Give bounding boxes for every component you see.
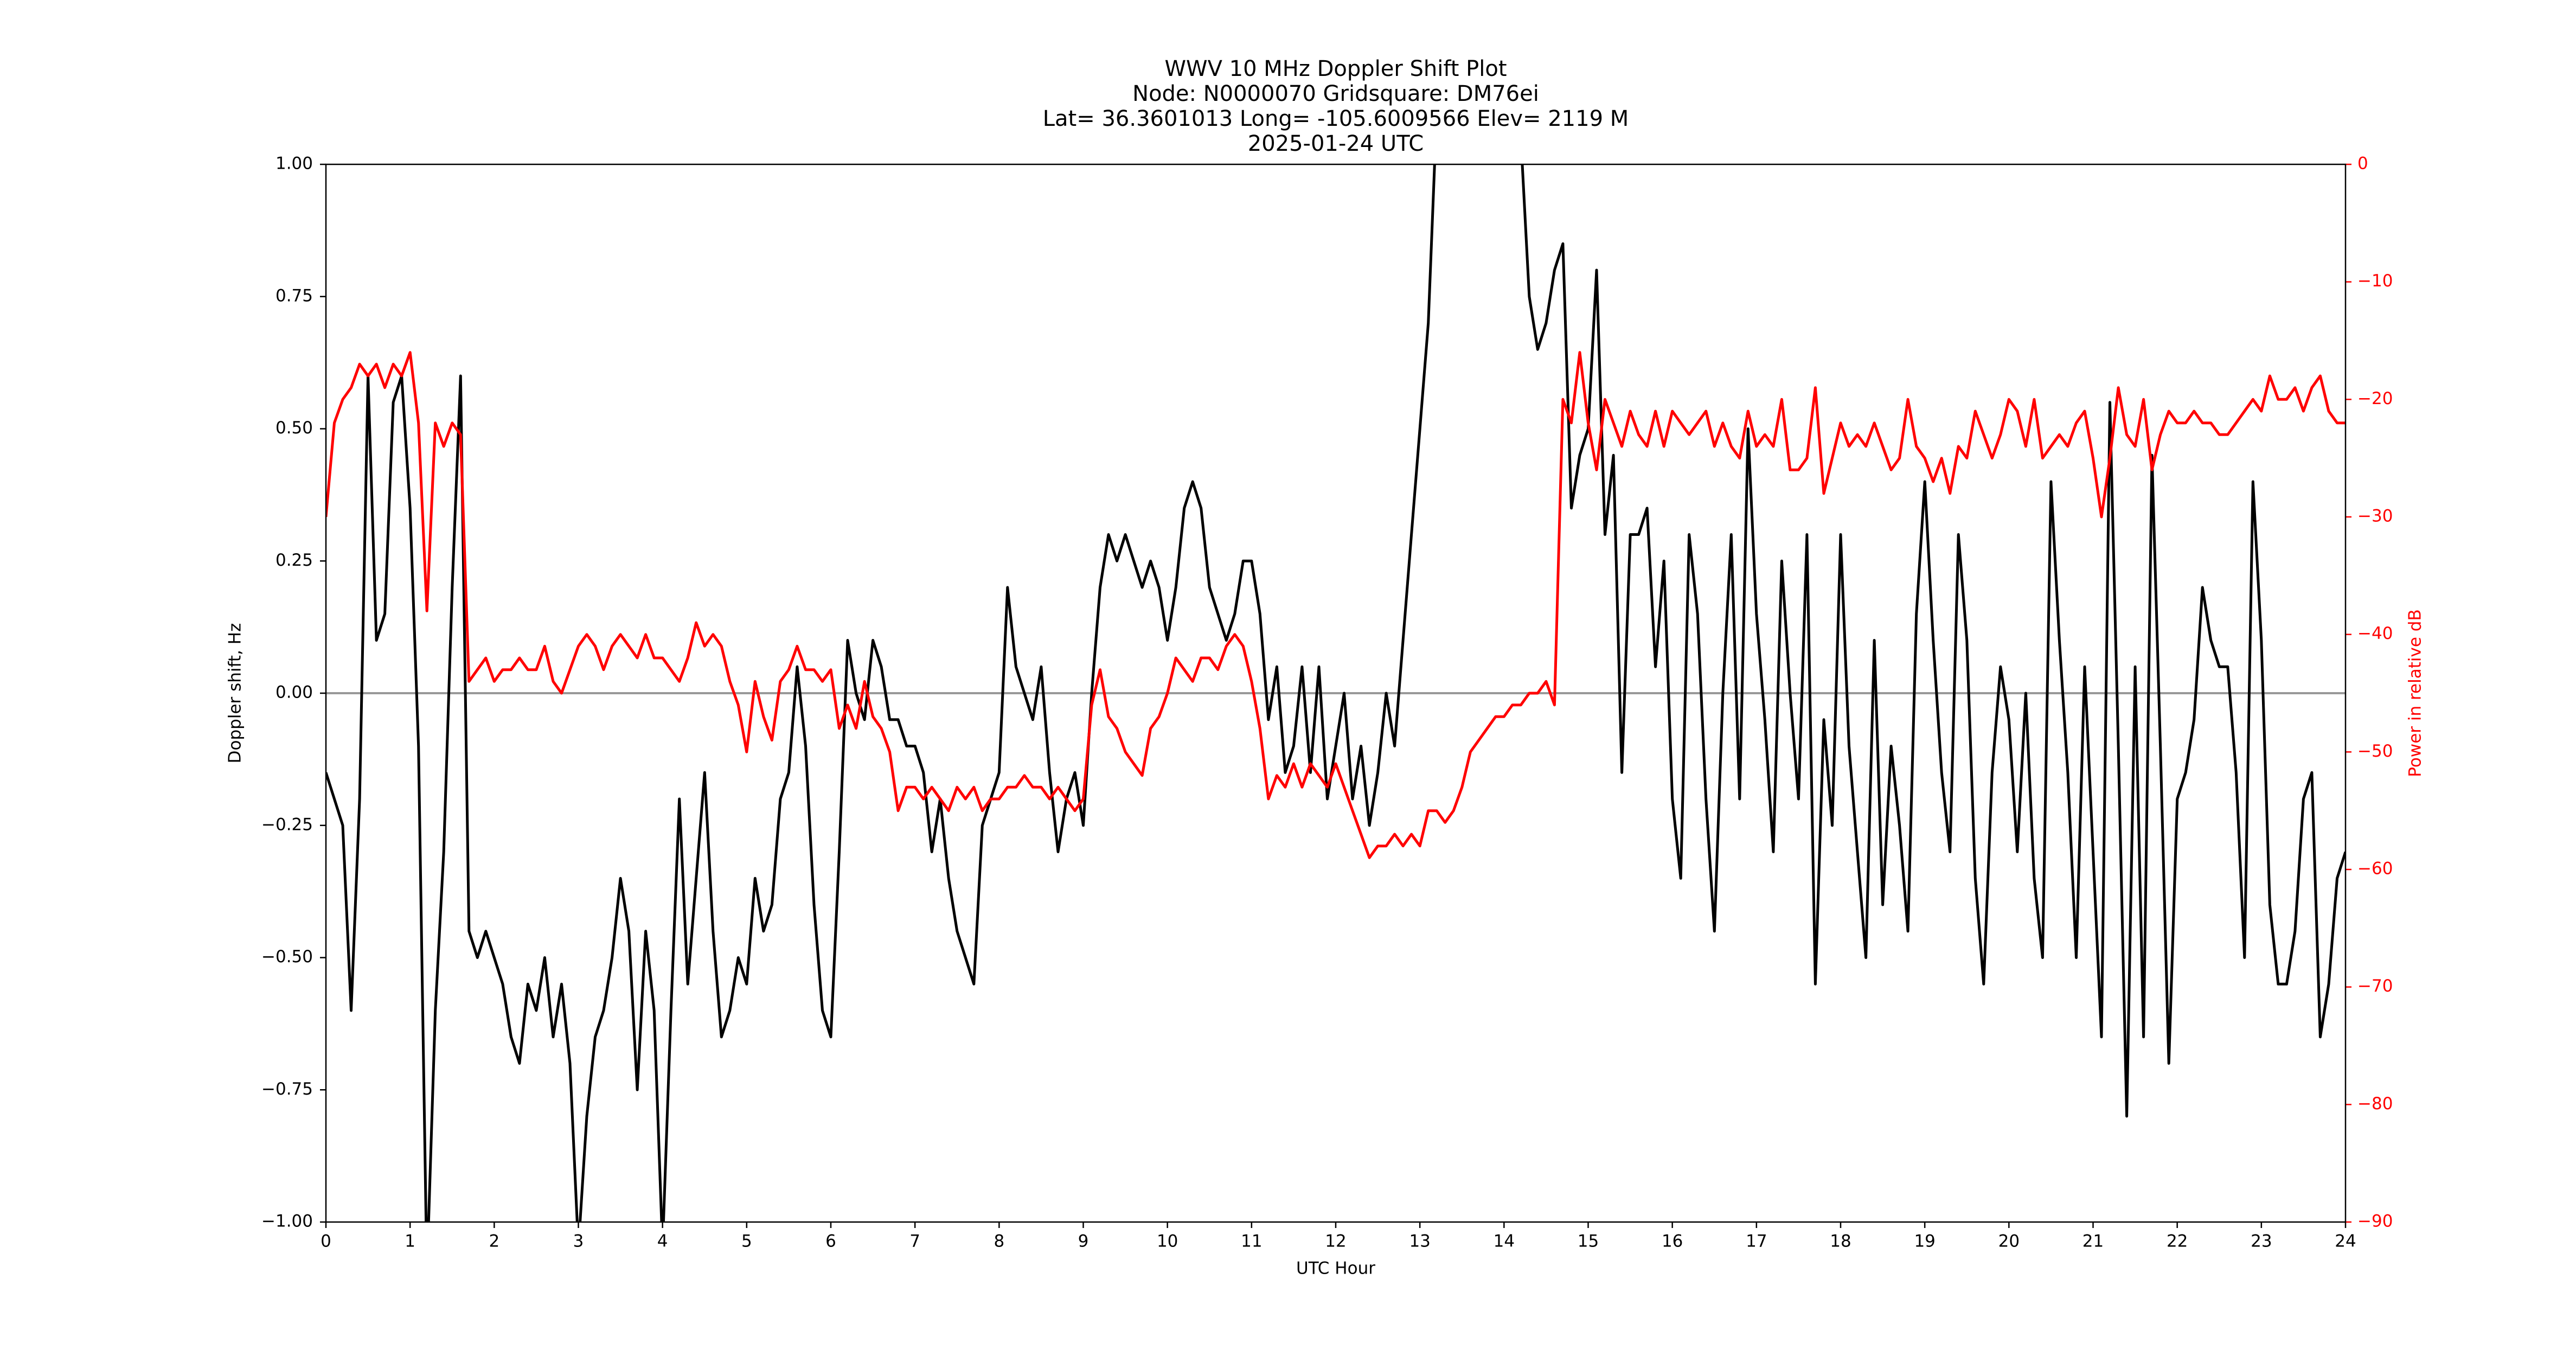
plot-area xyxy=(326,164,2346,1222)
x-tick-label: 22 xyxy=(2167,1232,2188,1251)
chart-title: WWV 10 MHz Doppler Shift Plot xyxy=(1164,56,1507,81)
x-tick-label: 5 xyxy=(741,1232,752,1251)
y2-tick-label: −70 xyxy=(2357,976,2393,996)
x-tick-label: 11 xyxy=(1241,1232,1262,1251)
x-tick-label: 0 xyxy=(321,1232,331,1251)
x-tick-label: 24 xyxy=(2335,1232,2356,1251)
x-axis-label: UTC Hour xyxy=(1296,1259,1375,1278)
chart-subtitle: Lat= 36.3601013 Long= -105.6009566 Elev=… xyxy=(1043,106,1629,131)
y2-tick-label: −20 xyxy=(2357,389,2393,408)
y2-tick-label: −60 xyxy=(2357,859,2393,879)
plot-frame xyxy=(325,163,2347,1223)
x-tick-label: 20 xyxy=(1998,1232,2020,1251)
chart-subtitle: 2025-01-24 UTC xyxy=(1248,131,1424,156)
y2-tick-label: −10 xyxy=(2357,271,2393,291)
y-tick-label: 0.00 xyxy=(275,683,313,702)
y-tick-label: −0.75 xyxy=(261,1079,313,1099)
y-tick-label: 0.75 xyxy=(275,286,313,305)
data-line xyxy=(326,164,2346,1222)
x-tick-label: 8 xyxy=(994,1232,1004,1251)
y2-tick-label: −50 xyxy=(2357,741,2393,761)
axes: 0 1 2 3 4 5 6 7 8 9 10 11 12 13 14 15 16 17 18 19 20 21 22 23 24… xyxy=(261,154,2393,1251)
x-tick-label: 2 xyxy=(489,1232,499,1251)
x-tick-label: 13 xyxy=(1409,1232,1430,1251)
x-tick-label: 7 xyxy=(909,1232,920,1251)
y2-axis-label: Power in relative dB xyxy=(2406,609,2425,777)
y2-tick-label: −30 xyxy=(2357,507,2393,526)
y2-tick-label: −80 xyxy=(2357,1094,2393,1114)
x-tick-label: 1 xyxy=(405,1232,415,1251)
x-tick-label: 10 xyxy=(1157,1232,1178,1251)
y-tick-label: −1.00 xyxy=(261,1212,313,1231)
y-tick-label: 1.00 xyxy=(275,154,313,174)
x-tick-label: 16 xyxy=(1662,1232,1683,1251)
x-tick-label: 14 xyxy=(1494,1232,1515,1251)
x-tick-label: 18 xyxy=(1830,1232,1851,1251)
x-tick-label: 17 xyxy=(1746,1232,1767,1251)
data-line xyxy=(326,351,2346,859)
x-tick-label: 12 xyxy=(1325,1232,1346,1251)
x-tick-label: 9 xyxy=(1078,1232,1089,1251)
x-tick-label: 3 xyxy=(573,1232,584,1251)
x-tick-label: 23 xyxy=(2251,1232,2272,1251)
y-tick-label: 0.50 xyxy=(275,418,313,438)
y-axis-label: Doppler shift, Hz xyxy=(226,623,245,764)
y-tick-label: 0.25 xyxy=(275,551,313,570)
x-tick-label: 19 xyxy=(1914,1232,1935,1251)
x-tick-label: 4 xyxy=(657,1232,668,1251)
y2-tick-label: −90 xyxy=(2357,1212,2393,1231)
chart-subtitle: Node: N0000070 Gridsquare: DM76ei xyxy=(1132,81,1539,106)
x-tick-label: 21 xyxy=(2082,1232,2104,1251)
y-tick-label: −0.25 xyxy=(261,815,313,834)
x-tick-label: 15 xyxy=(1578,1232,1599,1251)
y-tick-label: −0.50 xyxy=(261,947,313,967)
y2-tick-label: 0 xyxy=(2357,154,2368,174)
x-tick-label: 6 xyxy=(825,1232,836,1251)
y2-tick-label: −40 xyxy=(2357,624,2393,643)
